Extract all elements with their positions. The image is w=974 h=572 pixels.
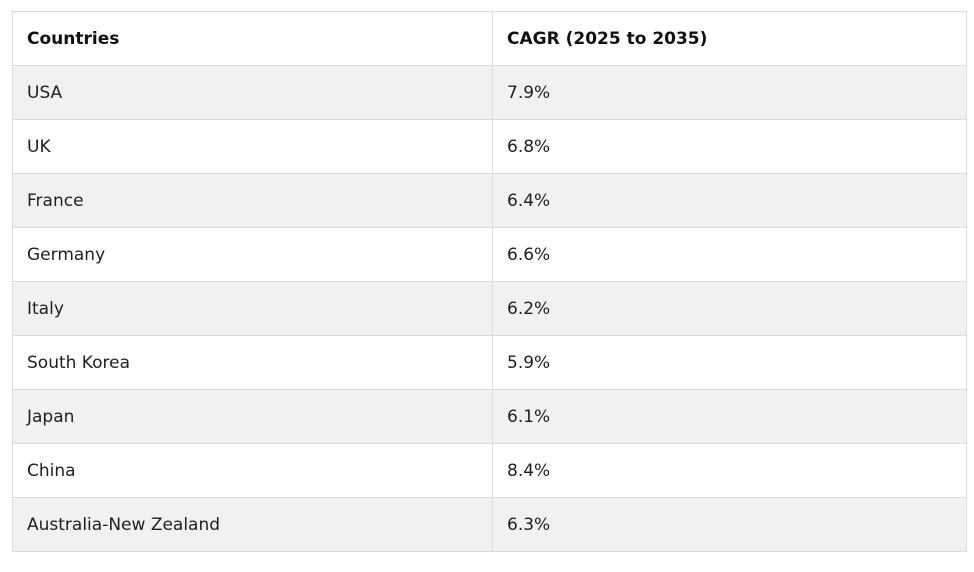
- cagr-cell: 6.3%: [492, 497, 967, 552]
- cagr-table: Countries CAGR (2025 to 2035) USA 7.9% U…: [12, 11, 967, 552]
- table-row: Australia-New Zealand 6.3%: [12, 497, 967, 552]
- table-row: UK 6.8%: [12, 119, 967, 174]
- country-cell: Germany: [12, 227, 493, 282]
- country-cell: Australia-New Zealand: [12, 497, 493, 552]
- table-header-row: Countries CAGR (2025 to 2035): [12, 11, 967, 66]
- country-cell: France: [12, 173, 493, 228]
- cagr-cell: 5.9%: [492, 335, 967, 390]
- table-row: Italy 6.2%: [12, 281, 967, 336]
- cagr-cell: 6.6%: [492, 227, 967, 282]
- country-cell: UK: [12, 119, 493, 174]
- header-cagr: CAGR (2025 to 2035): [492, 11, 967, 66]
- cagr-cell: 6.2%: [492, 281, 967, 336]
- table-row: Germany 6.6%: [12, 227, 967, 282]
- table-row: Japan 6.1%: [12, 389, 967, 444]
- cagr-cell: 6.4%: [492, 173, 967, 228]
- country-cell: USA: [12, 65, 493, 120]
- cagr-cell: 8.4%: [492, 443, 967, 498]
- cagr-cell: 6.8%: [492, 119, 967, 174]
- table-row: USA 7.9%: [12, 65, 967, 120]
- table-row: France 6.4%: [12, 173, 967, 228]
- header-countries: Countries: [12, 11, 493, 66]
- cagr-cell: 7.9%: [492, 65, 967, 120]
- country-cell: South Korea: [12, 335, 493, 390]
- table-row: China 8.4%: [12, 443, 967, 498]
- country-cell: China: [12, 443, 493, 498]
- country-cell: Japan: [12, 389, 493, 444]
- cagr-cell: 6.1%: [492, 389, 967, 444]
- table-row: South Korea 5.9%: [12, 335, 967, 390]
- cagr-table-container: Countries CAGR (2025 to 2035) USA 7.9% U…: [12, 11, 967, 552]
- country-cell: Italy: [12, 281, 493, 336]
